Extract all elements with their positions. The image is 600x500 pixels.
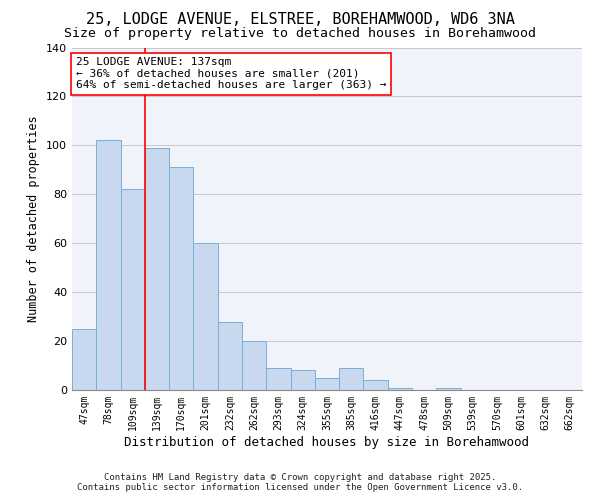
Bar [193,243,218,390]
Text: 25, LODGE AVENUE, ELSTREE, BOREHAMWOOD, WD6 3NA: 25, LODGE AVENUE, ELSTREE, BOREHAMWOOD, … [86,12,514,28]
Text: 25 LODGE AVENUE: 137sqm
← 36% of detached houses are smaller (201)
64% of semi-d: 25 LODGE AVENUE: 137sqm ← 36% of detache… [76,58,386,90]
Bar [218,322,242,390]
Bar [315,378,339,390]
Text: Contains HM Land Registry data © Crown copyright and database right 2025.
Contai: Contains HM Land Registry data © Crown c… [77,473,523,492]
X-axis label: Distribution of detached houses by size in Borehamwood: Distribution of detached houses by size … [125,436,530,448]
Bar [145,148,169,390]
Text: Size of property relative to detached houses in Borehamwood: Size of property relative to detached ho… [64,28,536,40]
Bar [72,329,96,390]
Bar [388,388,412,390]
Bar [266,368,290,390]
Bar [339,368,364,390]
Bar [290,370,315,390]
Bar [436,388,461,390]
Bar [121,190,145,390]
Bar [364,380,388,390]
Y-axis label: Number of detached properties: Number of detached properties [28,116,40,322]
Bar [96,140,121,390]
Bar [242,341,266,390]
Bar [169,168,193,390]
